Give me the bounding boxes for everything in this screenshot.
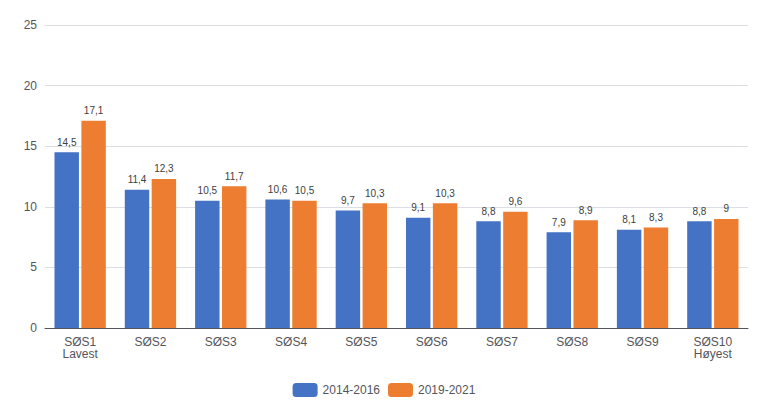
svg-text:14,5: 14,5 [57,137,77,148]
svg-text:SØS2: SØS2 [134,335,166,349]
svg-text:SØS4: SØS4 [275,335,307,349]
svg-text:9,6: 9,6 [508,196,522,207]
svg-text:17,1: 17,1 [84,105,104,116]
svg-text:2019-2021: 2019-2021 [418,383,476,397]
svg-text:10,3: 10,3 [435,188,455,199]
svg-text:15: 15 [24,139,38,153]
svg-text:10: 10 [24,200,38,214]
svg-text:11,4: 11,4 [128,174,147,185]
svg-text:12,3: 12,3 [154,163,174,174]
svg-text:10,6: 10,6 [268,184,288,195]
svg-text:SØS1: SØS1 [64,335,97,349]
svg-text:SØS6: SØS6 [416,335,448,349]
svg-text:0: 0 [30,321,37,335]
svg-text:Lavest: Lavest [62,347,98,361]
svg-text:SØS7: SØS7 [486,335,518,349]
svg-text:9,7: 9,7 [341,195,355,206]
svg-text:9,1: 9,1 [411,202,425,213]
svg-text:2014-2016: 2014-2016 [323,383,381,397]
svg-text:11,7: 11,7 [225,171,244,182]
svg-text:8,9: 8,9 [579,205,593,216]
svg-text:7,9: 7,9 [552,217,566,228]
svg-text:SØS8: SØS8 [556,335,588,349]
svg-text:SØS3: SØS3 [205,335,237,349]
svg-text:5: 5 [30,260,37,274]
svg-text:25: 25 [24,18,38,32]
svg-text:10,3: 10,3 [365,188,385,199]
svg-text:9: 9 [724,203,730,214]
svg-text:8,8: 8,8 [482,206,496,217]
svg-text:8,3: 8,3 [649,212,663,223]
svg-text:Høyest: Høyest [694,347,733,361]
svg-text:SØS10: SØS10 [693,335,733,349]
svg-text:SØS9: SØS9 [627,335,659,349]
svg-text:SØS5: SØS5 [345,335,377,349]
svg-text:8,8: 8,8 [692,206,706,217]
svg-text:10,5: 10,5 [295,185,315,196]
svg-text:10,5: 10,5 [198,185,218,196]
svg-text:20: 20 [24,79,38,93]
svg-text:8,1: 8,1 [622,214,636,225]
